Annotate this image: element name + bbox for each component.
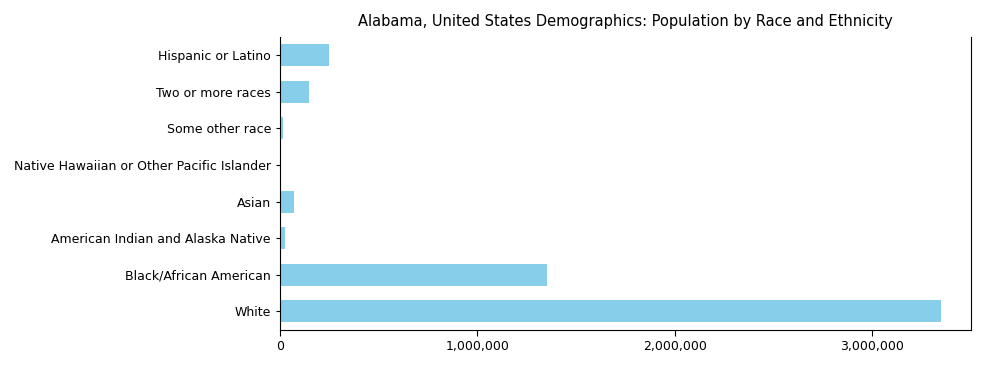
- Bar: [280, 264, 547, 286]
- Bar: [280, 44, 329, 66]
- Bar: [280, 227, 285, 249]
- Bar: [280, 117, 283, 139]
- Bar: [280, 301, 942, 322]
- Bar: [280, 81, 309, 103]
- Bar: [280, 191, 295, 212]
- Bar: [280, 154, 281, 176]
- Title: Alabama, United States Demographics: Population by Race and Ethnicity: Alabama, United States Demographics: Pop…: [359, 14, 892, 29]
